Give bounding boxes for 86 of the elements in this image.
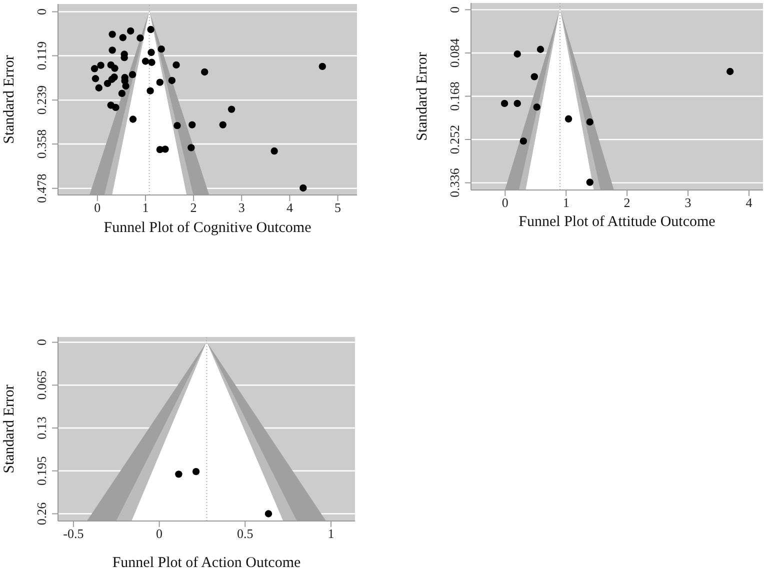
point bbox=[175, 470, 182, 478]
point bbox=[168, 76, 176, 84]
x-tick-label: 0.5 bbox=[237, 526, 254, 542]
point bbox=[158, 45, 165, 53]
y-axis-title: Standard Error bbox=[1, 384, 18, 474]
point bbox=[318, 62, 326, 70]
y-tick-label: 0.478 bbox=[34, 174, 49, 203]
point bbox=[142, 58, 150, 65]
point bbox=[188, 121, 196, 128]
point bbox=[188, 144, 195, 152]
x-tick-label: 2 bbox=[190, 200, 197, 216]
y-tick-label: 0.26 bbox=[34, 502, 49, 526]
y-axis-title: Standard Error bbox=[1, 55, 18, 144]
y-tick-label: 0 bbox=[34, 339, 49, 346]
point bbox=[228, 106, 236, 113]
x-tick-label: 3 bbox=[684, 195, 692, 210]
x-tick-label: 4 bbox=[746, 195, 753, 210]
point bbox=[128, 70, 136, 78]
y-tick-label: 0.358 bbox=[34, 129, 49, 159]
x-tick-label: 1 bbox=[562, 195, 570, 210]
x-axis-title: Funnel Plot of Action Outcome bbox=[111, 555, 302, 572]
x-tick-label: 1 bbox=[142, 200, 149, 216]
point bbox=[129, 116, 137, 123]
point bbox=[118, 90, 126, 98]
x-tick-label: 2 bbox=[624, 195, 630, 210]
x-axis-title: Funnel Plot of Cognitive Outcome bbox=[102, 220, 312, 237]
point bbox=[148, 48, 155, 56]
x-tick-label: -0.5 bbox=[63, 526, 84, 542]
point bbox=[201, 68, 208, 76]
point bbox=[147, 26, 154, 34]
y-tick-label: 0.252 bbox=[447, 124, 462, 154]
point bbox=[108, 46, 116, 54]
y-tick-label: 0 bbox=[447, 6, 462, 13]
point bbox=[119, 34, 126, 42]
point bbox=[92, 75, 100, 82]
point bbox=[264, 510, 272, 518]
point bbox=[104, 80, 112, 88]
point bbox=[136, 34, 144, 42]
point bbox=[530, 73, 538, 80]
point bbox=[300, 184, 307, 192]
point bbox=[564, 115, 572, 123]
x-tick-label: 3 bbox=[238, 200, 245, 216]
x-tick-label: 5 bbox=[334, 200, 342, 216]
y-tick-label: 0.168 bbox=[447, 82, 462, 111]
point bbox=[520, 137, 528, 145]
y-axis-title: Standard Error bbox=[414, 52, 430, 141]
point bbox=[726, 68, 734, 76]
point bbox=[586, 178, 594, 186]
x-tick-label: 0 bbox=[94, 200, 101, 216]
y-tick-label: 0.119 bbox=[34, 41, 49, 70]
point bbox=[148, 58, 156, 66]
point bbox=[108, 30, 116, 38]
point bbox=[586, 118, 594, 126]
point bbox=[192, 468, 200, 476]
point bbox=[514, 100, 521, 108]
point bbox=[172, 61, 180, 69]
point bbox=[174, 122, 181, 130]
point bbox=[162, 146, 169, 153]
point bbox=[97, 62, 104, 69]
point bbox=[95, 84, 102, 92]
point bbox=[90, 65, 98, 72]
x-tick-label: 0 bbox=[156, 526, 163, 542]
point bbox=[111, 64, 118, 72]
point bbox=[514, 50, 521, 58]
y-tick-label: 0.084 bbox=[447, 38, 462, 68]
y-tick-label: 0.239 bbox=[34, 85, 49, 115]
point bbox=[112, 104, 120, 112]
y-tick-label: 0.195 bbox=[34, 456, 49, 486]
x-axis-title: Funnel Plot of Attitude Outcome bbox=[518, 214, 716, 231]
x-tick-label: 1 bbox=[328, 526, 334, 542]
point bbox=[146, 87, 154, 94]
point bbox=[533, 103, 540, 111]
point bbox=[270, 147, 278, 155]
point bbox=[156, 78, 164, 86]
point bbox=[500, 100, 508, 108]
point bbox=[122, 82, 130, 90]
x-tick-label: 4 bbox=[286, 200, 294, 216]
point bbox=[108, 76, 116, 83]
y-tick-label: 0.13 bbox=[34, 416, 49, 440]
y-tick-label: 0.065 bbox=[34, 370, 49, 400]
y-tick-label: 0.336 bbox=[447, 168, 462, 198]
x-tick-label: 0 bbox=[502, 195, 508, 210]
point bbox=[536, 46, 544, 53]
point bbox=[219, 121, 226, 128]
point bbox=[126, 27, 134, 35]
y-tick-label: 0 bbox=[34, 8, 49, 16]
